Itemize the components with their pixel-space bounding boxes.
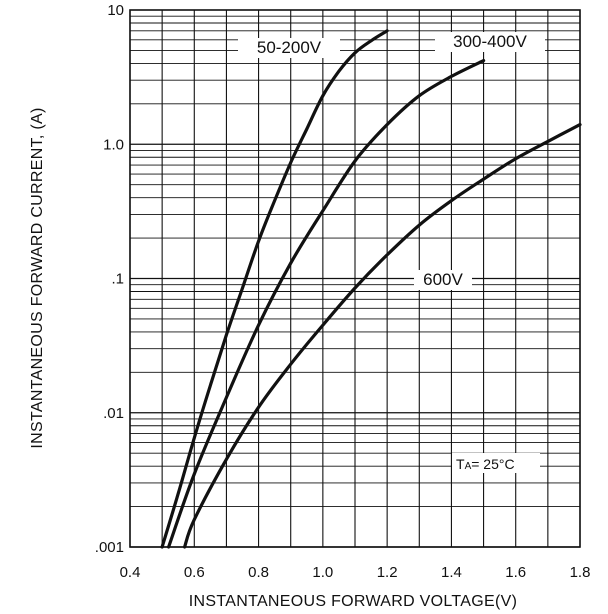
temperature-annotation-bg bbox=[452, 453, 540, 473]
x-tick-label: 1.4 bbox=[441, 564, 462, 581]
series-label-50-200v-bg bbox=[238, 38, 340, 58]
y-tick-label: 10 bbox=[107, 2, 124, 19]
series-curve-300-400v bbox=[167, 59, 486, 549]
annotation-value: = 25°C bbox=[471, 456, 514, 472]
series-label-600v: 600V bbox=[423, 270, 463, 289]
x-tick-label: 0.8 bbox=[248, 564, 269, 581]
series-label-600v-bg bbox=[414, 270, 472, 290]
series-curve-600v bbox=[183, 123, 582, 549]
x-tick-label: 1.2 bbox=[377, 564, 398, 581]
y-tick-label: .1 bbox=[111, 271, 124, 288]
x-tick-label: 0.4 bbox=[120, 564, 141, 581]
plot-border bbox=[129, 9, 581, 548]
series-label-300-400v-bg bbox=[435, 32, 545, 52]
y-tick-label: .001 bbox=[95, 539, 124, 556]
series-curves bbox=[160, 29, 582, 549]
x-tick-label: 1.8 bbox=[570, 564, 591, 581]
series-label-300-400v: 300-400V bbox=[453, 32, 527, 51]
y-tick-label: 1.0 bbox=[103, 136, 124, 153]
x-tick-label: 1.0 bbox=[312, 564, 333, 581]
x-tick-label: 0.6 bbox=[184, 564, 205, 581]
y-axis-title: INSTANTANEOUS FORWARD CURRENT, (A) bbox=[29, 107, 46, 448]
x-axis-title: INSTANTANEOUS FORWARD VOLTAGE(V) bbox=[189, 593, 517, 610]
annotation-subscript: A bbox=[465, 461, 472, 472]
tick-labels: 0.4 0.6 0.8 1.0 1.2 1.4 1.6 1.8 .001 .01 .1 1.0 10 bbox=[95, 2, 591, 581]
series-curve-50-200v bbox=[160, 29, 389, 549]
y-tick-label: .01 bbox=[103, 405, 124, 422]
x-tick-label: 1.6 bbox=[505, 564, 526, 581]
annotation-symbol: T bbox=[456, 456, 465, 472]
temperature-annotation: TA= 25°C bbox=[456, 456, 515, 472]
series-labels: 50-200V 300-400V 600V TA= 25°C bbox=[238, 32, 545, 473]
series-label-50-200v: 50-200V bbox=[257, 38, 322, 57]
